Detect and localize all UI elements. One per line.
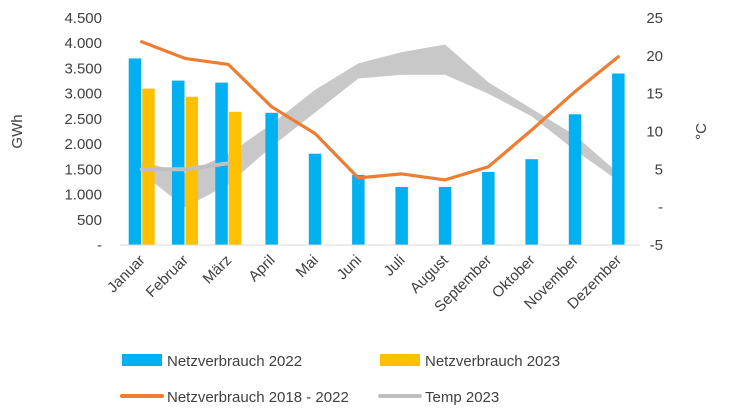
y-right-tick-label: 10 [646,124,663,141]
bar-netzverbrauch-2022-juli [395,187,408,245]
legend-label-temp-2023: Temp 2023 [425,389,499,406]
y-left-tick-label: 3.000 [64,86,102,103]
y-left-tick-label: 3.500 [64,60,102,77]
legend-label-netzverbrauch-2022: Netzverbrauch 2022 [167,353,302,370]
legend-label-netzverbrauch-2023: Netzverbrauch 2023 [425,353,560,370]
y-right-tick-label: 25 [646,10,663,27]
y-right-tick-label: - [658,199,663,216]
line-temp-2023 [139,161,231,172]
legend: Netzverbrauch 2022 Netzverbrauch 2023 Netz… [120,353,560,406]
bar-netzverbrauch-2022-mai [308,153,322,245]
legend-label-netzverbrauch-2018-2022: Netzverbrauch 2018 - 2022 [167,389,349,406]
y-right-tick-label: -5 [650,237,663,254]
y-right-tick-label: 20 [646,48,663,65]
y-left-tick-label: 1.000 [64,187,102,204]
bar-netzverbrauch-2022-juni [352,174,365,245]
line-netzverbrauch-2018-2022 [140,40,620,182]
y-left-tick-label: 4.500 [64,10,102,27]
y-axis-right-label: °C [693,123,710,140]
bar-netzverbrauch-2022-august [438,187,452,245]
bar-netzverbrauch-2023-märz [228,111,242,245]
legend-swatch-netzverbrauch-2023 [380,354,420,366]
y-left-tick-label: 1.500 [64,161,102,178]
bar-netzverbrauch-2022-november [568,114,582,245]
line-layer [139,40,620,182]
legend-swatch-netzverbrauch-2022 [122,354,162,366]
bar-netzverbrauch-2022-dezember [612,73,625,245]
y-left-tick-label: 2.000 [64,136,102,153]
bar-netzverbrauch-2023-januar [142,88,155,245]
bar-netzverbrauch-2023-februar [185,96,198,245]
y-left-tick-label: 500 [77,212,102,229]
y-right-tick-label: 15 [646,86,663,103]
bar-netzverbrauch-2022-februar [172,80,185,245]
bar-netzverbrauch-2022-oktober [525,159,538,245]
y-left-tick-label: - [97,237,102,254]
bar-netzverbrauch-2022-april [265,112,278,245]
y-right-tick-label: 5 [655,161,663,178]
bar-netzverbrauch-2022-september [482,171,495,245]
y-left-tick-label: 4.000 [64,35,102,52]
y-left-tick-label: 2.500 [64,111,102,128]
y-axis-left-label: GWh [9,114,26,148]
bar-netzverbrauch-2022-januar [128,58,142,246]
